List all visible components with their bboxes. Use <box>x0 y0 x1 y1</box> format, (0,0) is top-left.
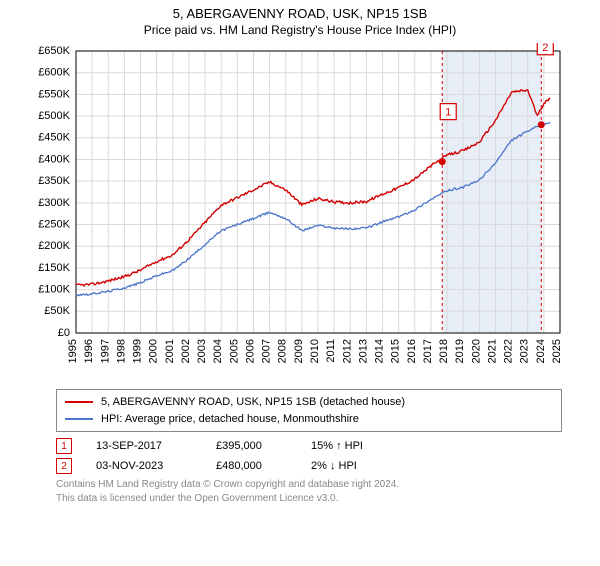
svg-text:£0: £0 <box>58 327 70 339</box>
svg-text:2016: 2016 <box>406 339 418 363</box>
svg-text:2018: 2018 <box>438 339 450 363</box>
legend-item: HPI: Average price, detached house, Monm… <box>65 411 553 428</box>
legend-swatch <box>65 401 93 403</box>
legend-label: 5, ABERGAVENNY ROAD, USK, NP15 1SB (deta… <box>101 394 405 411</box>
svg-text:£550K: £550K <box>38 88 70 100</box>
svg-text:2: 2 <box>542 43 548 54</box>
svg-text:1999: 1999 <box>132 339 144 363</box>
svg-text:2025: 2025 <box>551 339 563 363</box>
svg-text:2010: 2010 <box>309 339 321 363</box>
svg-text:2022: 2022 <box>503 339 515 363</box>
marker-number-box: 2 <box>56 458 72 474</box>
svg-text:£200K: £200K <box>38 240 70 252</box>
marker-date: 03-NOV-2023 <box>96 460 216 472</box>
svg-text:1995: 1995 <box>67 339 79 363</box>
svg-text:£300K: £300K <box>38 197 70 209</box>
svg-text:2023: 2023 <box>519 339 531 363</box>
marker-date: 13-SEP-2017 <box>96 440 216 452</box>
price-chart: £0 £50K £100K £150K £200K £250K £300K £350K £400… <box>20 43 580 383</box>
svg-text:£400K: £400K <box>38 153 70 165</box>
svg-text:£50K: £50K <box>44 305 70 317</box>
marker-delta: 2% ↓ HPI <box>311 460 411 472</box>
svg-text:£600K: £600K <box>38 67 70 79</box>
svg-text:2003: 2003 <box>196 339 208 363</box>
svg-text:2005: 2005 <box>228 339 240 363</box>
svg-text:1996: 1996 <box>83 339 95 363</box>
svg-text:2011: 2011 <box>325 339 337 363</box>
footer: Contains HM Land Registry data © Crown c… <box>56 478 562 505</box>
footer-line-1: Contains HM Land Registry data © Crown c… <box>56 478 562 492</box>
svg-text:2013: 2013 <box>357 339 369 363</box>
svg-text:2001: 2001 <box>164 339 176 363</box>
legend-swatch <box>65 418 93 420</box>
marker-row: 1 13-SEP-2017£395,00015% ↑ HPI <box>56 438 562 454</box>
svg-text:2020: 2020 <box>470 339 482 363</box>
svg-text:£100K: £100K <box>38 284 70 296</box>
marker-delta: 15% ↑ HPI <box>311 440 411 452</box>
marker-price: £480,000 <box>216 460 311 472</box>
svg-text:2002: 2002 <box>180 339 192 363</box>
svg-text:£150K: £150K <box>38 262 70 274</box>
svg-text:2009: 2009 <box>293 339 305 363</box>
svg-text:£650K: £650K <box>38 45 70 57</box>
svg-text:1998: 1998 <box>115 339 127 363</box>
legend-item: 5, ABERGAVENNY ROAD, USK, NP15 1SB (deta… <box>65 394 553 411</box>
legend: 5, ABERGAVENNY ROAD, USK, NP15 1SB (deta… <box>56 389 562 432</box>
page-subtitle: Price paid vs. HM Land Registry's House … <box>0 23 600 37</box>
svg-text:£250K: £250K <box>38 218 70 230</box>
svg-text:1: 1 <box>445 107 451 119</box>
svg-text:2019: 2019 <box>454 339 466 363</box>
svg-text:£500K: £500K <box>38 110 70 122</box>
footer-line-2: This data is licensed under the Open Gov… <box>56 492 562 506</box>
svg-text:1997: 1997 <box>99 339 111 363</box>
svg-text:2000: 2000 <box>148 339 160 363</box>
svg-text:2014: 2014 <box>374 339 386 363</box>
svg-text:2015: 2015 <box>390 339 402 363</box>
marker-number-box: 1 <box>56 438 72 454</box>
svg-text:2024: 2024 <box>535 339 547 363</box>
svg-text:2021: 2021 <box>486 339 498 363</box>
marker-row: 2 03-NOV-2023£480,0002% ↓ HPI <box>56 458 562 474</box>
marker-table: 1 13-SEP-2017£395,00015% ↑ HPI 2 03-NOV-202… <box>56 438 562 474</box>
marker-price: £395,000 <box>216 440 311 452</box>
chart-container: 5, ABERGAVENNY ROAD, USK, NP15 1SB Price… <box>0 6 600 566</box>
legend-label: HPI: Average price, detached house, Monm… <box>101 411 359 428</box>
page-title: 5, ABERGAVENNY ROAD, USK, NP15 1SB <box>0 6 600 21</box>
svg-text:£450K: £450K <box>38 132 70 144</box>
svg-text:2008: 2008 <box>277 339 289 363</box>
svg-text:2007: 2007 <box>261 339 273 363</box>
svg-text:2017: 2017 <box>422 339 434 363</box>
svg-text:£350K: £350K <box>38 175 70 187</box>
svg-text:2006: 2006 <box>244 339 256 363</box>
svg-text:2004: 2004 <box>212 339 224 363</box>
svg-text:2012: 2012 <box>341 339 353 363</box>
